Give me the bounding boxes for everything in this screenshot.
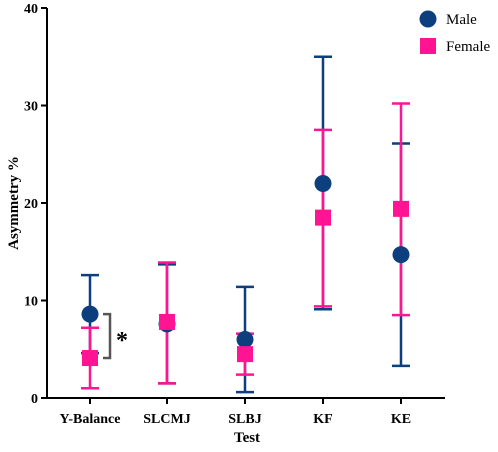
y-tick-label: 20 [24,197,38,212]
data-markers [81,175,410,367]
x-tick-label: KE [391,412,411,427]
point-male [314,175,332,192]
point-male [236,331,254,348]
legend: Male Female [419,10,490,55]
legend-label-female: Female [446,39,490,55]
point-male [81,305,99,323]
y-tick-label: 0 [31,392,38,407]
point-female [159,313,175,330]
y-tick-label: 30 [24,100,38,115]
legend-marker-male [419,10,437,28]
legend-label-male: Male [446,12,477,28]
x-tick-label: SLBJ [228,412,261,427]
point-female [82,350,98,367]
x-tick-label: KF [313,412,332,427]
x-tick-label: Y-Balance [60,412,121,427]
y-axis-title: Asymmetry % [6,156,22,250]
y-tick-label: 40 [24,2,38,17]
legend-marker-female [420,38,436,54]
x-tick-labels: Y-Balance SLCMJ SLBJ KF KE [60,398,411,427]
point-female [315,209,331,226]
significance-bracket [103,312,112,360]
point-female [393,200,409,217]
point-male [392,246,410,264]
y-tick-label: 10 [24,295,38,310]
significance-annotation: * [103,312,128,360]
x-tick-label: SLCMJ [143,412,190,427]
x-axis-title: Test [234,430,260,446]
y-ticks: 0 10 20 30 40 [24,2,47,407]
point-female [237,346,253,363]
significance-star: * [116,328,128,354]
